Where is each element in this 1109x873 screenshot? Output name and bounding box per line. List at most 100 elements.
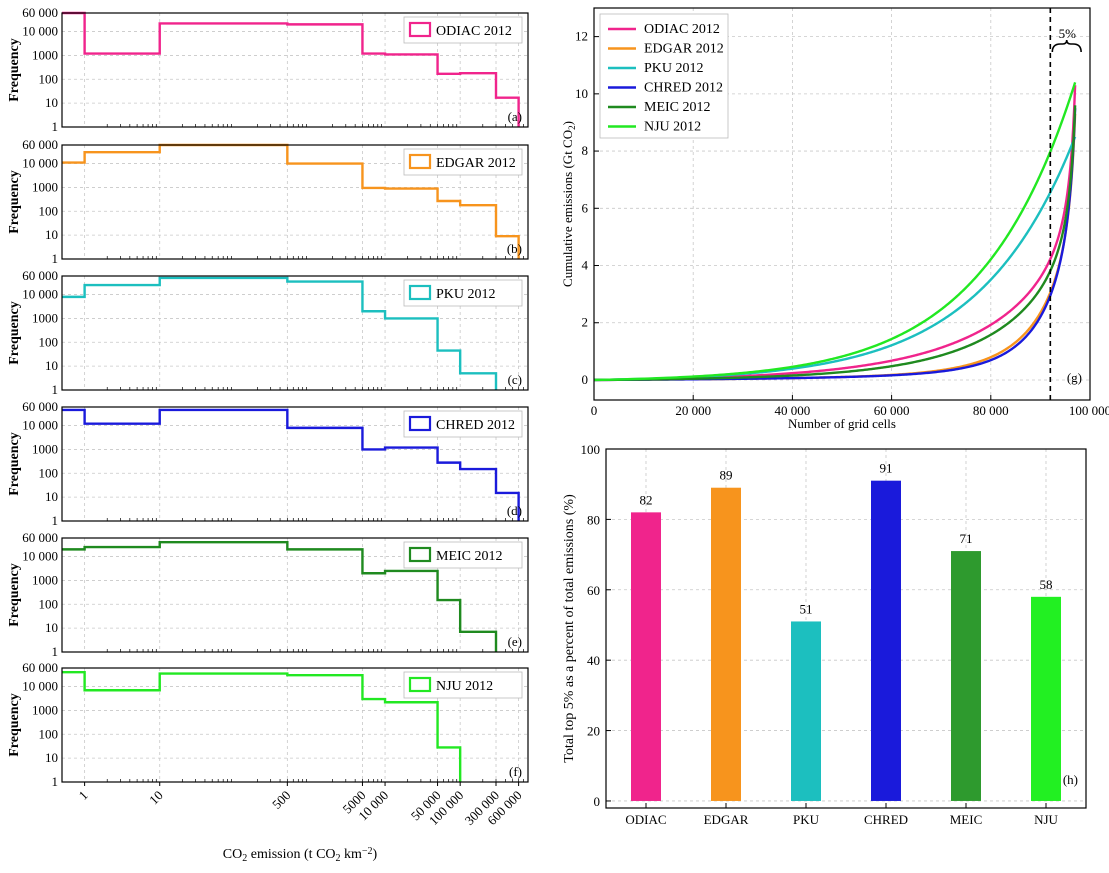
panel-label: (c) [508, 372, 522, 387]
y-tick-label: 1 [52, 774, 59, 789]
x-axis-label-part: emission (t CO [247, 847, 335, 862]
y-tick-label: 40 [587, 653, 600, 668]
y-axis-label: Frequency [7, 170, 22, 234]
x-axis-label-part: km [341, 847, 363, 862]
y-tick-label: 6 [582, 200, 589, 215]
legend-label: NJU 2012 [644, 120, 701, 135]
bar-value-label: 51 [800, 601, 813, 616]
y-tick-label: 100 [581, 442, 601, 457]
legend-label: MEIC 2012 [436, 549, 503, 564]
y-tick-label: 20 [587, 724, 600, 739]
legend-box [403, 541, 523, 569]
x-tick-label: 20 000 [675, 403, 711, 418]
x-axis-label: Number of grid cells [788, 416, 896, 431]
panel-label: (e) [508, 634, 522, 649]
x-tick-label: 0 [591, 403, 598, 418]
x-tick-label: 40 000 [775, 403, 811, 418]
histogram-step-line [62, 408, 520, 521]
panel-label: (f) [509, 764, 522, 779]
panel-label: (d) [507, 503, 522, 518]
legend-label: NJU 2012 [436, 679, 493, 694]
x-axis-label-part: CO [223, 847, 242, 862]
y-tick-label: 8 [582, 143, 589, 158]
legend: ODIAC 2012 EDGAR 2012 PKU 2012 CHRED 2012 ME… [599, 13, 729, 139]
legend-label: ODIAC 2012 [436, 24, 512, 39]
x-tick-label: 100 000 [1069, 403, 1109, 418]
cumulative-line [593, 108, 1077, 382]
y-tick-label: 100 [39, 596, 59, 611]
y-tick-label: 100 [39, 71, 59, 86]
legend-swatch [408, 415, 432, 432]
y-axis-label: Frequency [7, 38, 22, 102]
panel-label: (g) [1067, 370, 1082, 385]
bar-chred [871, 480, 901, 801]
x-tick-label: 10 [146, 788, 166, 808]
plot-frame [61, 275, 529, 391]
y-tick-label: 100 [39, 203, 59, 218]
legend-label: EDGAR 2012 [644, 42, 724, 57]
y-tick-label: 100 [39, 726, 59, 741]
y-tick-label: 100 [39, 465, 59, 480]
legend-swatch [408, 546, 432, 563]
y-tick-label: 10 000 [22, 679, 58, 694]
legend-box [599, 13, 729, 139]
y-tick-label: 10 [45, 620, 58, 635]
y-tick-label: 1000 [32, 179, 58, 194]
x-tick-label: 1 [76, 788, 91, 803]
cumulative-line [593, 136, 1077, 382]
x-axis-label-part: ) [373, 847, 378, 862]
y-tick-label: 2 [582, 315, 589, 330]
y-tick-label: 10 [45, 489, 58, 504]
x-tick-label: 80 000 [973, 403, 1009, 418]
legend-label: EDGAR 2012 [436, 156, 516, 171]
legend-box [403, 148, 523, 176]
y-axis-label: Frequency [7, 432, 22, 496]
y-tick-label: 1000 [32, 702, 58, 717]
histogram-panel-c: 60 000 10 000 1000 100 10 1 PKU 2012 (c) Frequen… [7, 268, 529, 397]
cumulative-line [593, 105, 1077, 382]
cumulative-line [593, 85, 1077, 382]
panel-label: (a) [508, 109, 522, 124]
y-tick-label: 10 000 [22, 287, 58, 302]
y-tick-label: 10 000 [22, 24, 58, 39]
threshold-brace [1051, 39, 1082, 53]
y-tick-label: 0 [594, 794, 601, 809]
y-tick-label: 1 [52, 119, 59, 134]
y-tick-label: 1 [52, 644, 59, 659]
bar-value-label: 89 [720, 468, 733, 483]
bar-value-label: 82 [640, 492, 653, 507]
bar-value-label: 71 [960, 531, 973, 546]
y-tick-label: 10 000 [22, 156, 58, 171]
plot-frame [61, 537, 529, 653]
y-axis-label-part: Cumulative emissions (Gt CO [560, 130, 575, 287]
legend-swatch [408, 284, 432, 301]
legend-swatch [408, 676, 432, 693]
bar-value-label: 91 [880, 461, 893, 476]
bar-edgar [711, 487, 741, 801]
legend-box [403, 671, 523, 699]
plot-frame [61, 406, 529, 522]
plot-frame [61, 144, 529, 260]
histogram-step-line [62, 11, 520, 127]
y-tick-label: 1000 [32, 572, 58, 587]
x-tick-label: CHRED [864, 812, 908, 827]
histogram-step-line [62, 143, 520, 259]
bar-odiac [631, 512, 661, 801]
x-axis-label-part: 2 [336, 853, 341, 864]
y-tick-label: 10 [45, 95, 58, 110]
legend-box [403, 16, 523, 44]
y-tick-label: 60 [587, 583, 600, 598]
plot-frame [61, 12, 529, 128]
legend-label: PKU 2012 [644, 61, 704, 76]
panel-label: (b) [507, 241, 522, 256]
y-tick-label: 10 [575, 86, 588, 101]
y-tick-label: 10 000 [22, 549, 58, 564]
bar-nju [1031, 596, 1061, 801]
legend-label: CHRED 2012 [436, 418, 515, 433]
y-axis-label: Frequency [7, 693, 22, 757]
x-axis-label: CO2 emission (t CO2 km−2) [223, 846, 378, 864]
histogram-panel-b: 60 000 10 000 1000 100 10 1 EDGAR 2012 (b) Frequ… [7, 137, 529, 266]
bar-meic [951, 551, 981, 801]
